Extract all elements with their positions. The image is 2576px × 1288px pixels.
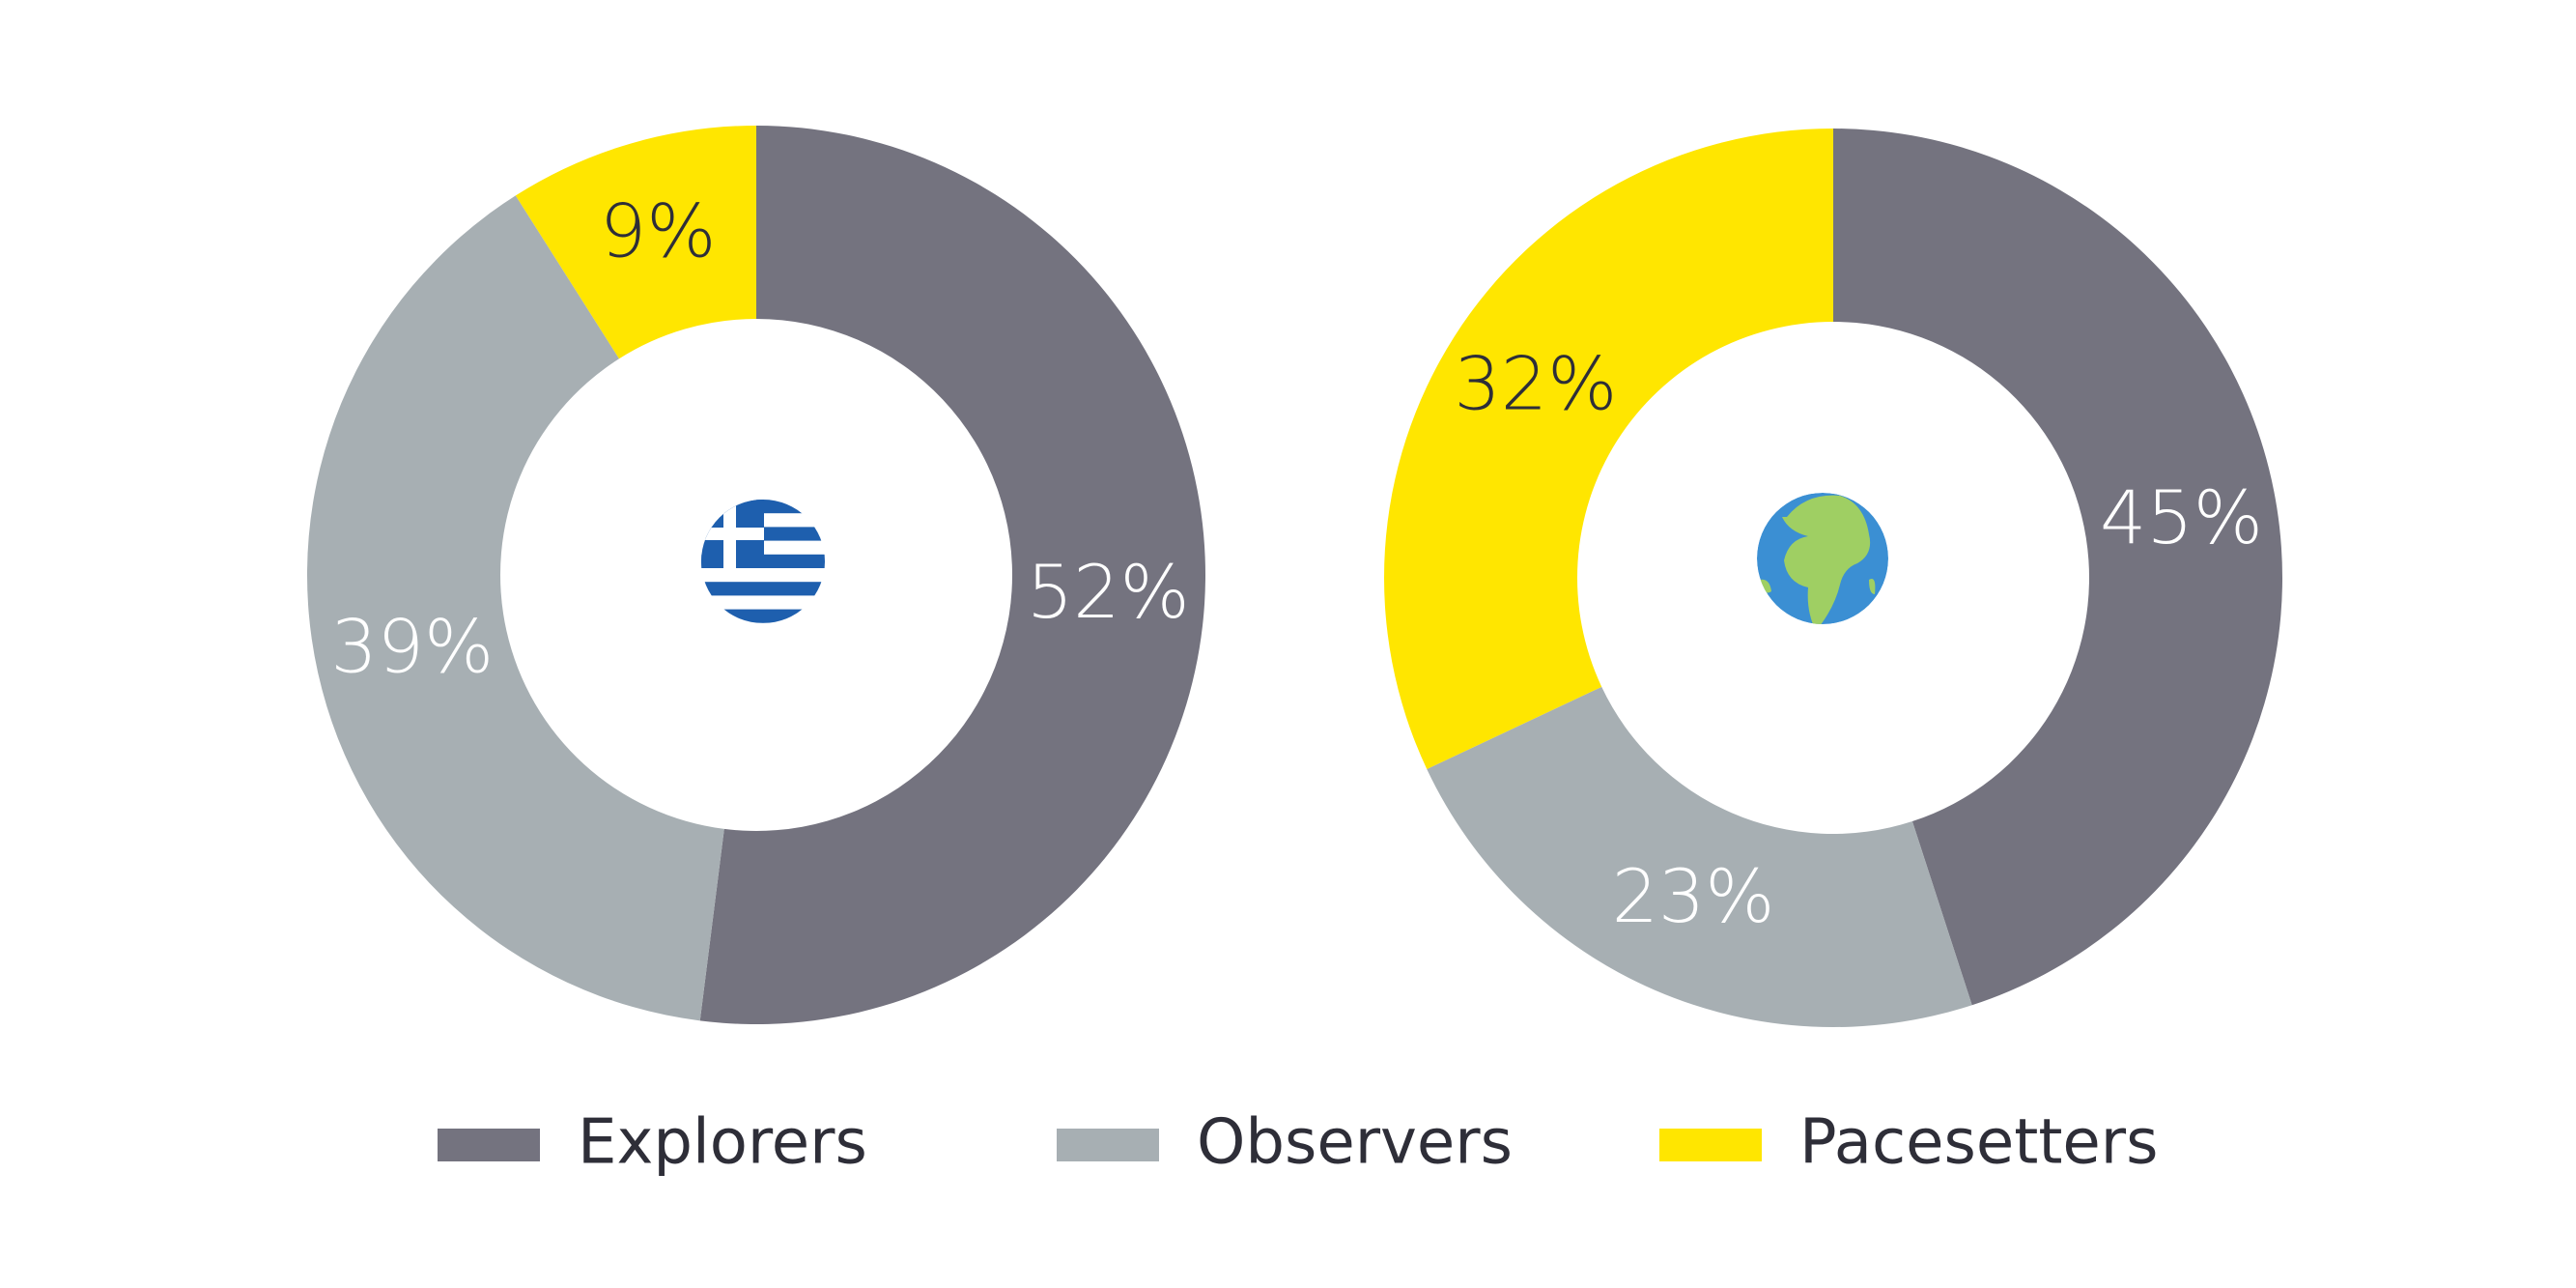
value-label: 9%: [600, 187, 717, 273]
donut-segment: [699, 126, 1205, 1024]
legend: Explorers Observers Pacesetters: [438, 1107, 2158, 1179]
value-label: 23%: [1612, 853, 1775, 939]
donut-segment: [1384, 129, 1833, 769]
legend-swatch: [438, 1129, 540, 1161]
legend-label: Observers: [1197, 1107, 1513, 1179]
donut-segment: [515, 126, 756, 359]
legend-label: Pacesetters: [1799, 1107, 2158, 1179]
value-label: 45%: [2100, 474, 2263, 560]
donut-segment: [1427, 686, 1972, 1028]
greece-flag-icon: [701, 500, 825, 623]
value-label: 32%: [1454, 340, 1617, 426]
legend-swatch: [1659, 1129, 1762, 1161]
legend-swatch: [1057, 1129, 1159, 1161]
value-label: 39%: [330, 604, 494, 690]
rings: 52% 39% 9% 45% 23% 32%: [306, 126, 2283, 1028]
donut-segment: [306, 195, 724, 1021]
donut-segment: [1833, 129, 2283, 1006]
value-label: 52%: [1027, 549, 1190, 635]
legend-label: Explorers: [578, 1107, 867, 1179]
globe-icon: [1757, 493, 1888, 624]
